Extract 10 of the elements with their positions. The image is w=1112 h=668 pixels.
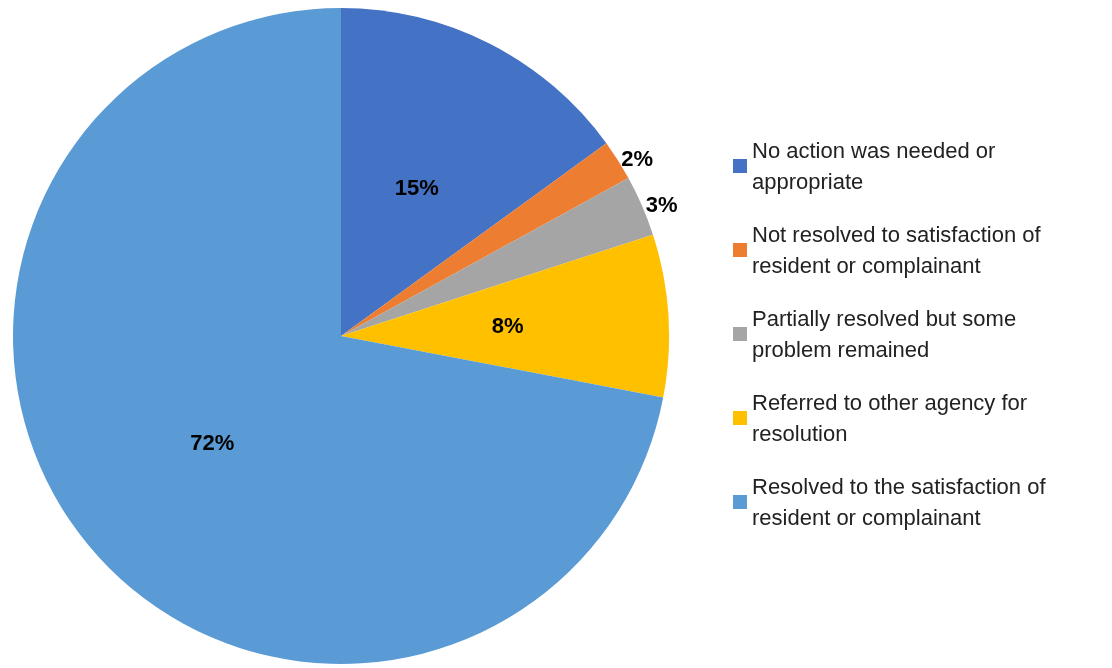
legend-label: Not resolved to satisfaction of resident or complainant <box>752 222 1047 278</box>
legend-label: Resolved to the satisfaction of resident or complainant <box>752 474 1052 530</box>
data-label: 2% <box>621 145 654 171</box>
data-label: 8% <box>491 313 524 339</box>
data-label: 72% <box>190 429 235 455</box>
legend-label: Partially resolved but some problem remained <box>752 306 1023 362</box>
legend-label: Referred to other agency for resolution <box>752 390 1034 446</box>
legend-label: No action was needed or appropriate <box>752 138 1002 194</box>
data-label: 15% <box>394 174 439 200</box>
data-label: 3% <box>645 191 678 217</box>
